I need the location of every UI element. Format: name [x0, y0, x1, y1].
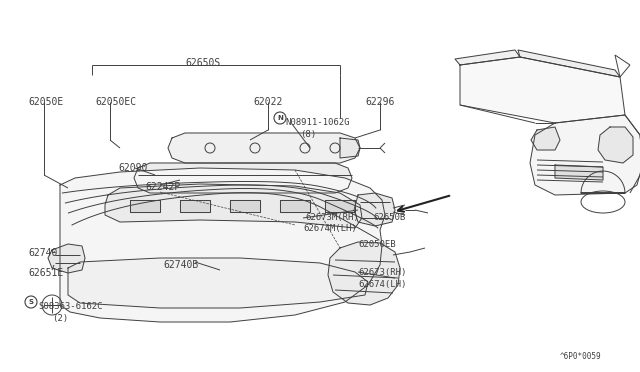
- Text: 62050E: 62050E: [28, 97, 63, 107]
- Text: 62673M(RH): 62673M(RH): [305, 213, 359, 222]
- Text: 62242P: 62242P: [145, 182, 180, 192]
- Polygon shape: [328, 242, 400, 305]
- Text: S: S: [29, 299, 33, 305]
- Text: 62673(RH): 62673(RH): [358, 268, 406, 277]
- Polygon shape: [105, 184, 362, 228]
- Text: 62650B: 62650B: [373, 213, 405, 222]
- Text: 62650S: 62650S: [185, 58, 220, 68]
- Polygon shape: [168, 133, 360, 163]
- Polygon shape: [60, 168, 385, 322]
- Text: 62090: 62090: [118, 163, 147, 173]
- Text: (2): (2): [52, 314, 68, 323]
- Polygon shape: [280, 200, 310, 212]
- Text: 62674(LH): 62674(LH): [358, 280, 406, 289]
- Polygon shape: [455, 50, 520, 65]
- Polygon shape: [518, 50, 620, 77]
- Polygon shape: [340, 138, 360, 158]
- Text: 62050EC: 62050EC: [95, 97, 136, 107]
- Polygon shape: [134, 163, 352, 193]
- Polygon shape: [180, 200, 210, 212]
- Text: (8): (8): [300, 130, 316, 139]
- Text: 62740B: 62740B: [163, 260, 198, 270]
- Text: 62651E: 62651E: [28, 268, 63, 278]
- Polygon shape: [48, 244, 85, 273]
- Polygon shape: [531, 127, 560, 150]
- Polygon shape: [598, 127, 633, 163]
- Polygon shape: [68, 258, 368, 308]
- Text: 62296: 62296: [365, 97, 394, 107]
- Text: N: N: [277, 115, 283, 121]
- Text: ^6P0*0059: ^6P0*0059: [560, 352, 602, 361]
- Polygon shape: [130, 200, 160, 212]
- Polygon shape: [325, 200, 355, 212]
- Text: N08911-1062G: N08911-1062G: [285, 118, 349, 127]
- Text: 62740: 62740: [28, 248, 58, 258]
- Polygon shape: [555, 165, 603, 180]
- Polygon shape: [230, 200, 260, 212]
- Text: 62022: 62022: [253, 97, 282, 107]
- Polygon shape: [530, 115, 640, 195]
- Text: S08363-6162C: S08363-6162C: [38, 302, 102, 311]
- Polygon shape: [460, 57, 625, 123]
- Polygon shape: [354, 193, 395, 226]
- Text: 62674M(LH): 62674M(LH): [303, 224, 356, 233]
- Text: 62050EB: 62050EB: [358, 240, 396, 249]
